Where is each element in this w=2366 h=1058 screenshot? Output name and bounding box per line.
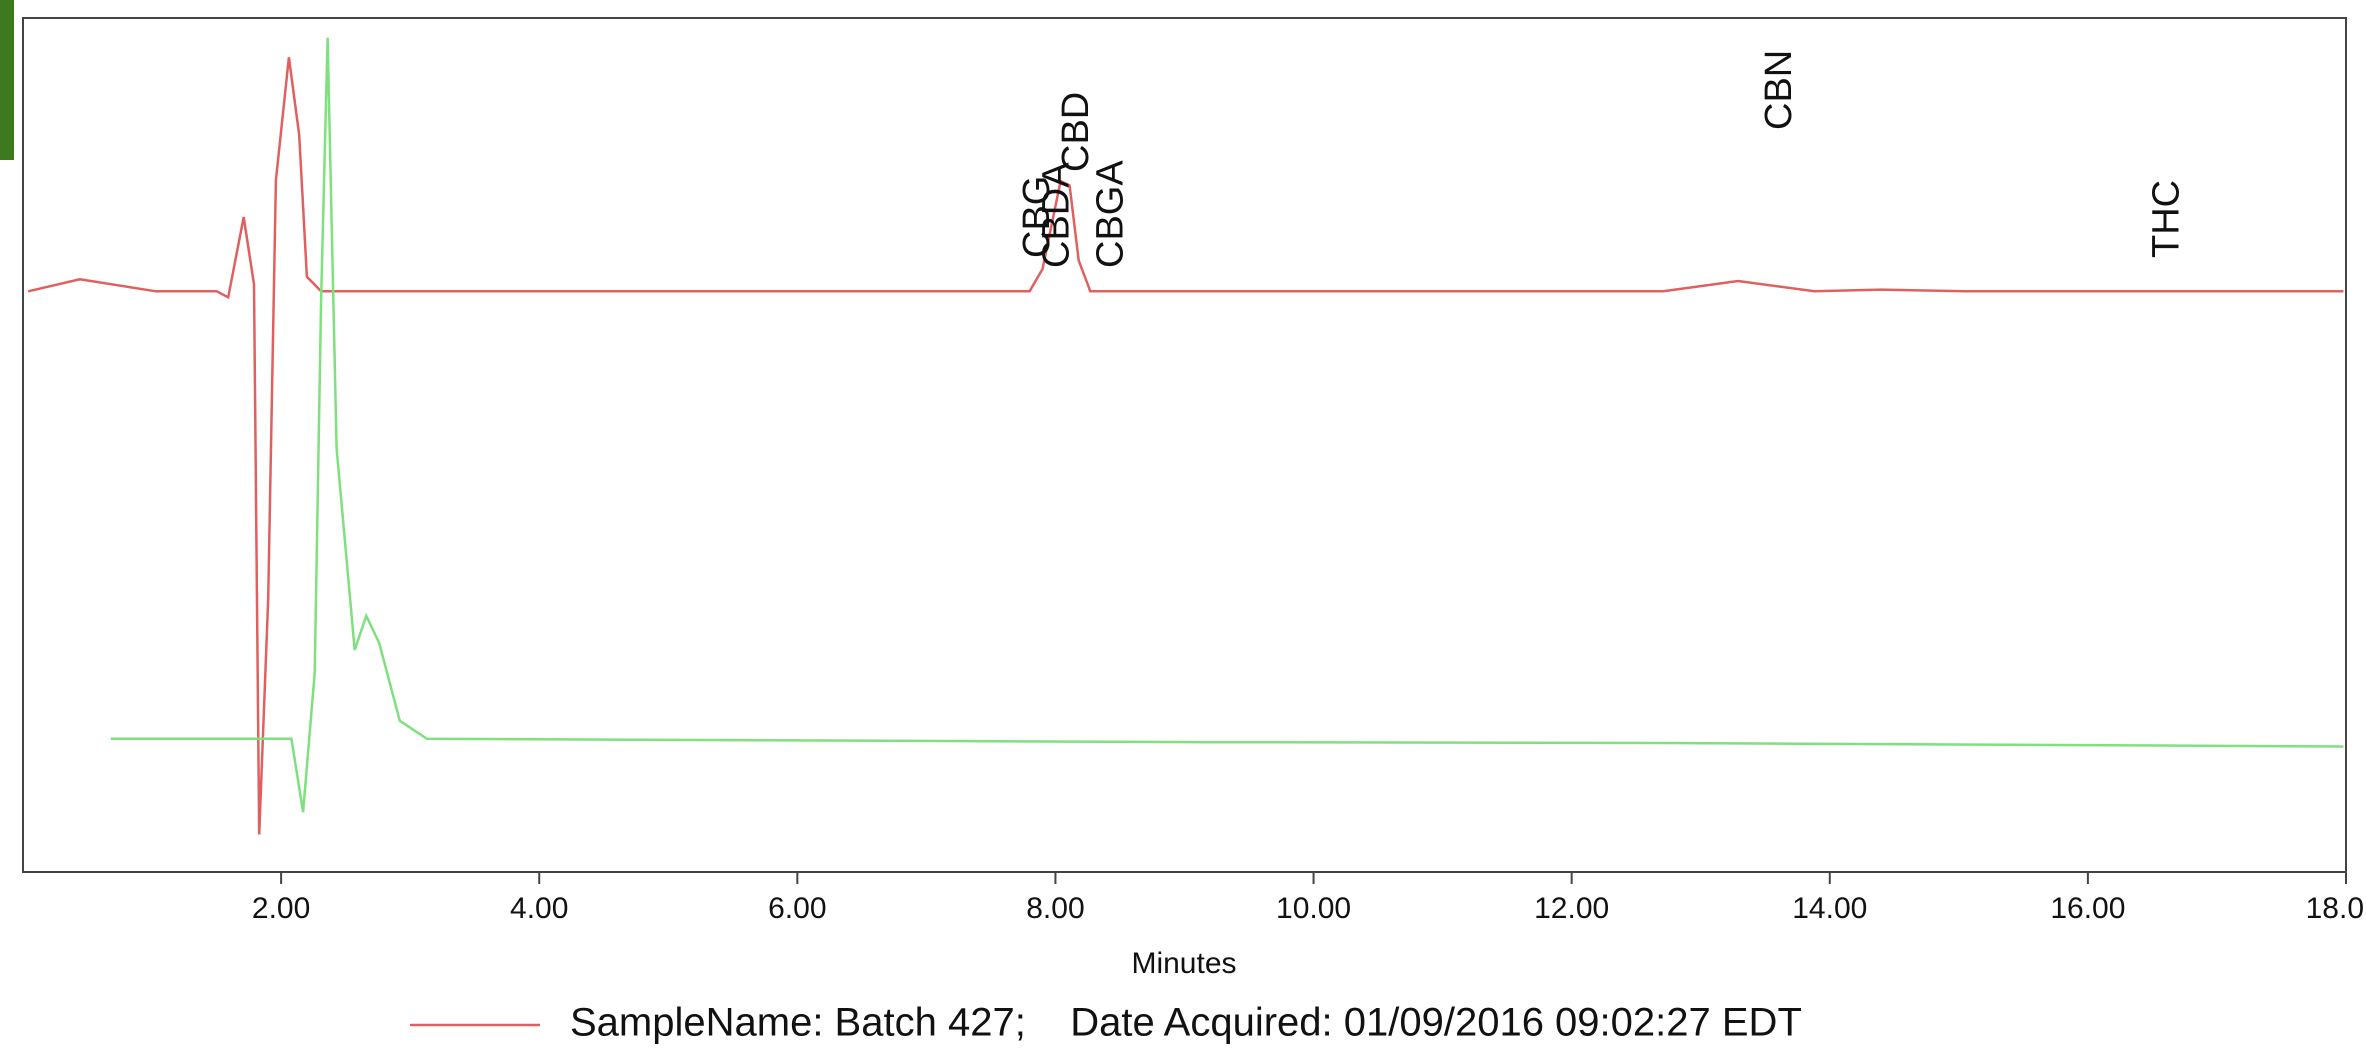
x-tick-label: 8.00 — [1026, 892, 1084, 925]
x-tick-label: 18.0 — [2306, 892, 2364, 925]
peak-label: CBGA — [1090, 160, 1132, 268]
x-tick-label: 4.00 — [510, 892, 568, 925]
peak-label: CBDA — [1035, 162, 1077, 268]
peak-label: THC — [2145, 180, 2187, 258]
x-tick-label: 14.00 — [1792, 892, 1867, 925]
peak-label: CBN — [1758, 50, 1800, 130]
peak-label: CBD — [1055, 92, 1097, 172]
plot-frame — [22, 17, 2347, 873]
legend-label: SampleName: Batch 427; Date Acquired: 01… — [570, 1001, 1802, 1045]
x-tick-label: 10.00 — [1276, 892, 1351, 925]
x-tick-label: 6.00 — [768, 892, 826, 925]
x-tick-label: 2.00 — [252, 892, 310, 925]
x-axis-label: Minutes — [1131, 947, 1236, 980]
x-tick-label: 12.00 — [1534, 892, 1609, 925]
x-tick-label: 16.00 — [2050, 892, 2125, 925]
trace — [27, 57, 2344, 835]
side-tab — [0, 0, 14, 160]
peak-label: CBG — [1016, 176, 1058, 258]
trace — [110, 37, 2344, 813]
